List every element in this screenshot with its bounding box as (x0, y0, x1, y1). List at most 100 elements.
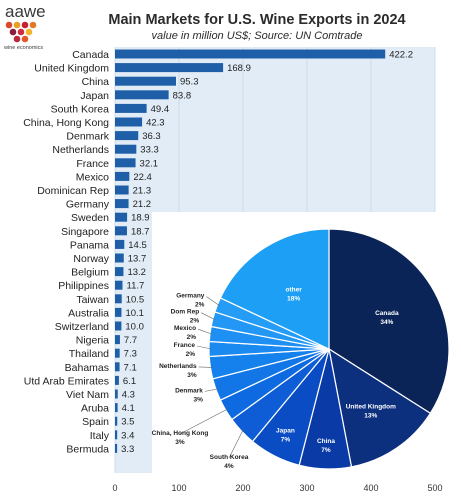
category-label: Japan (80, 90, 109, 102)
pie-chart (208, 228, 450, 470)
value-label: 10.0 (125, 322, 143, 333)
pie-slice (219, 228, 330, 350)
category-label: Belgium (71, 267, 109, 279)
value-label: 13.7 (128, 254, 147, 265)
pie-slice-percent: 34% (380, 319, 393, 326)
value-label: 42.3 (146, 118, 165, 129)
pie-slice-percent: 3% (175, 439, 185, 446)
category-label: Spain (82, 416, 109, 428)
x-tick-label: 200 (235, 483, 250, 493)
category-label: Utd Arab Emirates (24, 375, 109, 387)
pie-slice-label: Dom Rep (171, 309, 200, 316)
value-label: 18.7 (131, 226, 150, 237)
bar (115, 335, 120, 345)
value-label: 7.3 (124, 349, 137, 360)
pie-slice-percent: 13% (364, 413, 377, 420)
bar (115, 280, 123, 290)
bar (115, 76, 176, 86)
value-label: 33.3 (140, 145, 159, 156)
pie-slice-percent: 7% (281, 437, 291, 444)
category-label: Norway (73, 253, 109, 265)
bar (115, 430, 118, 440)
value-label: 168.9 (227, 63, 251, 74)
category-label: Netherlands (52, 144, 109, 156)
value-label: 11.7 (126, 281, 144, 292)
category-label: United Kingdom (34, 63, 109, 75)
category-label: China (82, 76, 110, 88)
bar (115, 144, 137, 154)
bar (115, 375, 119, 385)
value-label: 14.5 (128, 240, 147, 251)
bar (115, 226, 127, 236)
bar (115, 443, 118, 453)
pie-leader-line (201, 312, 216, 321)
pie-leader-line (196, 345, 212, 350)
bar (115, 294, 122, 304)
x-axis-ticks: 0 100 200 300 400 500 (112, 483, 442, 493)
x-tick-label: 400 (363, 483, 378, 493)
brand-tagline: wine economics (3, 45, 43, 51)
bar (115, 131, 139, 141)
x-tick-label: 100 (171, 483, 186, 493)
value-label: 10.5 (126, 294, 145, 305)
bar (115, 117, 143, 127)
pie-slice-label: South Korea (210, 454, 249, 461)
pie-slice-label: other (286, 286, 303, 293)
category-label: Germany (66, 199, 110, 211)
x-tick-label: 0 (112, 483, 117, 493)
bar-series (115, 49, 386, 453)
pie-slice-label: Germany (176, 293, 205, 300)
pie-slice-label: France (174, 342, 196, 349)
bar (115, 63, 224, 73)
pie-slice-label: United Kingdom (346, 404, 396, 411)
value-label: 49.4 (151, 104, 170, 115)
pie-slice-percent: 2% (187, 334, 197, 341)
category-label: Singapore (61, 226, 109, 238)
value-label: 4.3 (122, 390, 135, 401)
category-label: Bahamas (65, 362, 109, 374)
bar (115, 267, 124, 277)
pie-slice-label: Canada (375, 310, 399, 317)
category-label: Italy (90, 430, 110, 442)
value-label: 3.5 (121, 417, 134, 428)
value-label: 13.2 (127, 267, 146, 278)
category-label: Viet Nam (66, 389, 109, 401)
grape-icon (5, 21, 37, 43)
category-label: Sweden (71, 212, 109, 224)
pie-leader-line (228, 429, 244, 459)
category-label: Switzerland (55, 321, 109, 333)
bar (115, 348, 120, 358)
brand-name: aawe (5, 2, 46, 21)
brand-logo: aawe wine economics (3, 2, 46, 51)
pie-slice-label: Japan (276, 428, 295, 435)
value-label: 22.4 (133, 172, 152, 183)
bar (115, 49, 386, 59)
category-label: Taiwan (76, 294, 109, 306)
category-label: Australia (68, 307, 109, 319)
category-label: Canada (72, 49, 109, 61)
category-label: Philippines (58, 280, 109, 292)
value-label: 36.3 (142, 131, 161, 142)
value-label: 32.1 (140, 158, 159, 169)
category-label: Panama (70, 239, 109, 251)
chart-subtitle: value in million US$; Source: UN Comtrad… (152, 30, 363, 42)
value-label: 3.3 (121, 444, 134, 455)
pie-leader-line (179, 408, 228, 435)
pie-slice-percent: 18% (287, 295, 300, 302)
value-label: 21.3 (133, 186, 152, 197)
chart-title: Main Markets for U.S. Wine Exports in 20… (108, 12, 405, 28)
bar (115, 362, 120, 372)
bar (115, 90, 169, 100)
pie-slice (328, 347, 432, 468)
pie-slice-label: Denmark (175, 387, 203, 394)
bar (115, 185, 129, 195)
bar (115, 212, 128, 222)
pie-leader-line (206, 296, 220, 306)
value-label: 3.4 (121, 430, 134, 441)
category-label: Nigeria (76, 335, 109, 347)
pie-slice-percent: 2% (186, 351, 196, 358)
value-label: 95.3 (180, 77, 199, 88)
value-label: 7.1 (124, 362, 137, 373)
